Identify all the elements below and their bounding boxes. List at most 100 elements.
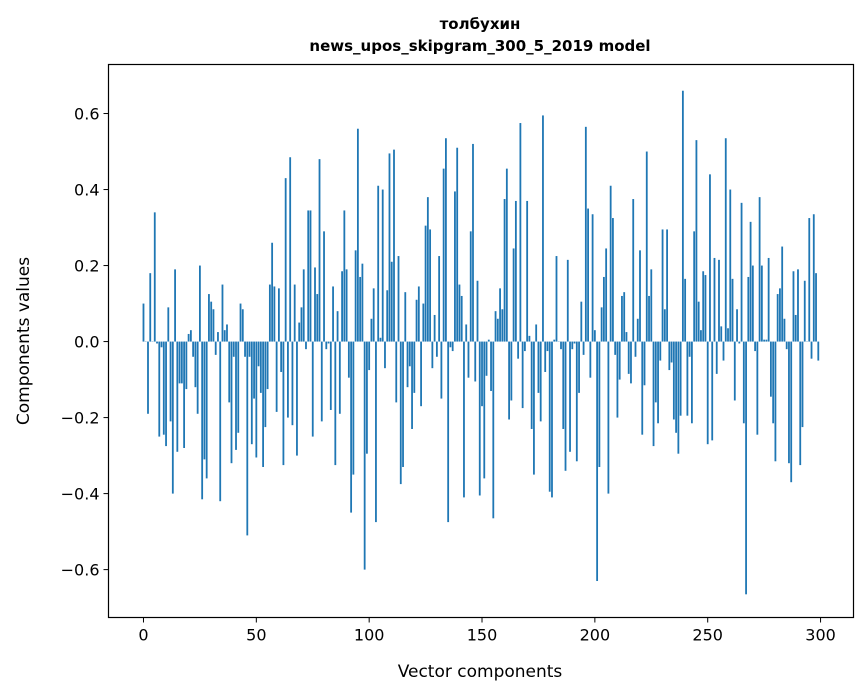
- bar: [693, 231, 695, 341]
- bar: [696, 140, 698, 341]
- bar: [508, 342, 510, 420]
- bar: [328, 342, 330, 344]
- bar: [659, 342, 661, 361]
- bar: [560, 342, 562, 350]
- bar: [815, 273, 817, 341]
- bar: [637, 319, 639, 342]
- bar: [276, 342, 278, 412]
- bar: [497, 319, 499, 342]
- bar: [459, 285, 461, 342]
- x-axis-label: Vector components: [398, 662, 563, 682]
- bar: [682, 91, 684, 342]
- bar: [504, 199, 506, 342]
- bar: [723, 342, 725, 361]
- bar: [759, 197, 761, 341]
- bar: [294, 285, 296, 342]
- bar: [280, 342, 282, 372]
- bar: [592, 214, 594, 341]
- bar: [161, 342, 163, 348]
- bar: [772, 342, 774, 424]
- bar: [470, 231, 472, 341]
- bar: [416, 300, 418, 342]
- bar: [770, 342, 772, 397]
- bar: [639, 250, 641, 341]
- bar: [389, 153, 391, 341]
- bar: [427, 197, 429, 341]
- bar: [219, 342, 221, 502]
- bar: [244, 342, 246, 357]
- bar: [348, 342, 350, 378]
- bar: [607, 342, 609, 494]
- bar: [481, 342, 483, 407]
- bar: [562, 342, 564, 429]
- bar: [626, 332, 628, 342]
- bar: [201, 342, 203, 500]
- bar: [314, 267, 316, 341]
- y-tick-label: −0.2: [61, 409, 100, 428]
- bar: [680, 342, 682, 416]
- bar: [143, 304, 145, 342]
- bar: [734, 342, 736, 401]
- bar: [454, 191, 456, 341]
- bar: [495, 311, 497, 341]
- bar: [729, 190, 731, 342]
- bar: [587, 209, 589, 342]
- bar: [176, 342, 178, 452]
- bar: [641, 342, 643, 435]
- bar: [535, 324, 537, 341]
- y-axis-label: Components values: [14, 257, 34, 425]
- bar: [158, 342, 160, 437]
- x-tick-label: 250: [692, 626, 723, 645]
- bar: [677, 342, 679, 454]
- chart-title-line2: news_upos_skipgram_300_5_2019 model: [309, 37, 650, 55]
- bar: [490, 342, 492, 391]
- bar: [781, 247, 783, 342]
- bar: [298, 323, 300, 342]
- bar: [725, 138, 727, 341]
- bar: [580, 302, 582, 342]
- bar: [621, 296, 623, 342]
- bar: [163, 342, 165, 435]
- bar: [738, 342, 740, 344]
- bar: [468, 342, 470, 378]
- bar: [450, 342, 452, 348]
- bar: [747, 277, 749, 342]
- bar: [440, 342, 442, 399]
- bar: [556, 256, 558, 342]
- bar: [650, 269, 652, 341]
- bar: [793, 271, 795, 341]
- bar: [307, 210, 309, 341]
- bar: [278, 288, 280, 341]
- bar: [567, 260, 569, 342]
- bar: [463, 342, 465, 498]
- bar: [784, 319, 786, 342]
- bar: [817, 342, 819, 361]
- bar: [519, 123, 521, 342]
- x-tick-label: 50: [246, 626, 266, 645]
- bar: [438, 256, 440, 342]
- bar: [368, 342, 370, 371]
- bar: [301, 307, 303, 341]
- bar: [585, 127, 587, 342]
- bar: [797, 269, 799, 341]
- bar: [617, 342, 619, 418]
- bar: [149, 273, 151, 341]
- bar: [675, 342, 677, 433]
- bar: [515, 201, 517, 342]
- bar: [779, 288, 781, 341]
- bar: [711, 342, 713, 441]
- bar: [488, 340, 490, 342]
- bar: [506, 169, 508, 342]
- bar: [547, 342, 549, 352]
- bar: [210, 302, 212, 342]
- bar: [538, 342, 540, 393]
- bar: [222, 285, 224, 342]
- bar: [204, 342, 206, 460]
- bar: [813, 214, 815, 341]
- bar: [357, 129, 359, 342]
- bar: [648, 296, 650, 342]
- bar: [614, 342, 616, 355]
- bar: [775, 342, 777, 462]
- bar: [666, 229, 668, 341]
